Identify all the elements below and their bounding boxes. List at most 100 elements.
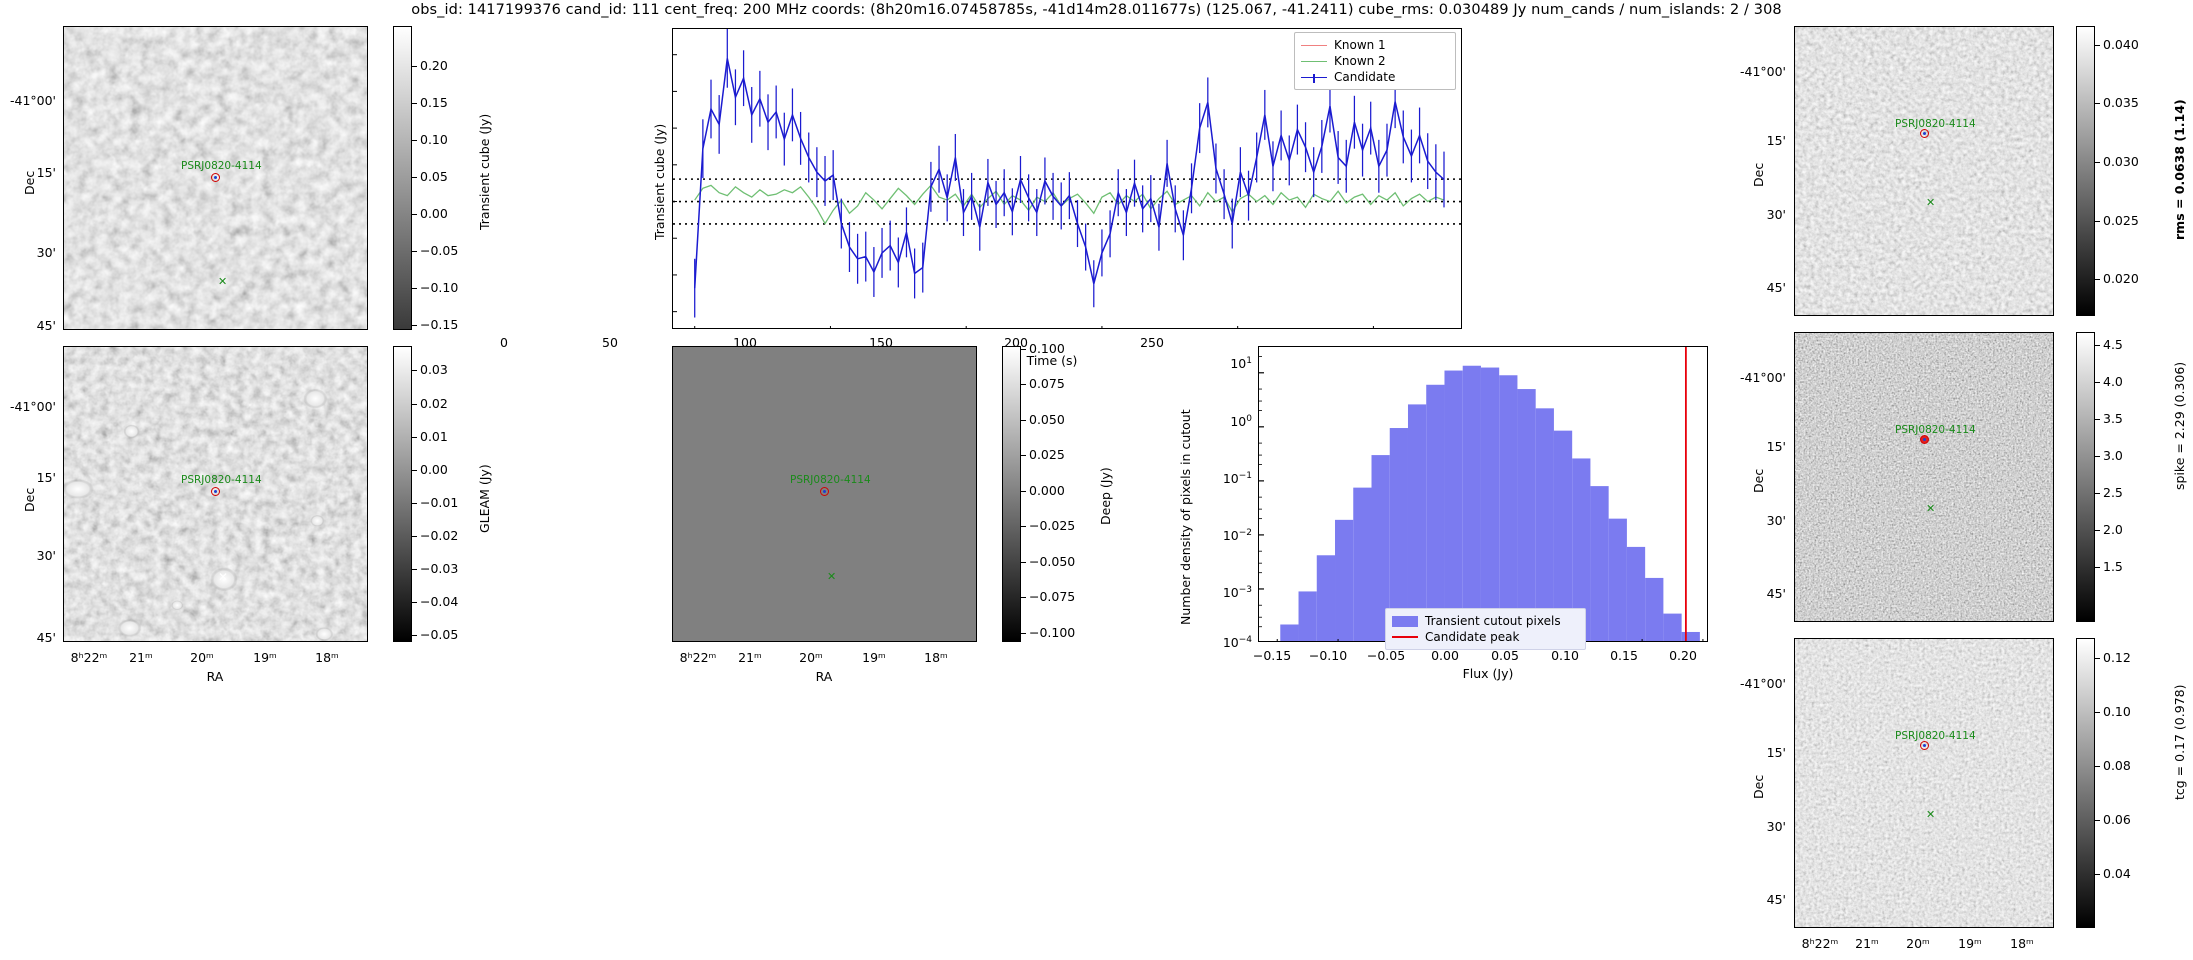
tcg-noise-image bbox=[1795, 639, 2053, 927]
spike-noise-image bbox=[1795, 333, 2053, 621]
cbtick-text: 0.050 bbox=[1029, 412, 1065, 427]
deep-xtick-0: 8ʰ22ᵐ bbox=[679, 650, 717, 665]
hist-xtick-0: −0.15 bbox=[1252, 648, 1292, 663]
hist-ytick-5: 10−4 bbox=[1222, 635, 1252, 651]
cbtick-text: −0.15 bbox=[420, 317, 459, 332]
lightcurve-xtick-0: 0 bbox=[500, 335, 508, 350]
transient-ytick-2: 30' bbox=[36, 245, 56, 260]
known-source-marker-deep: ✕ bbox=[827, 570, 837, 583]
candidate-marker-tcg[interactable] bbox=[1920, 741, 1929, 750]
spike-image-panel[interactable]: PSRJ0820-4114 ✕ bbox=[1794, 332, 2054, 622]
cbtick-text: 0.035 bbox=[2103, 95, 2139, 110]
legend-item-candidate-peak: Candidate peak bbox=[1392, 629, 1577, 645]
cbtick-text: 0.025 bbox=[2103, 213, 2139, 228]
cbtick-text: 3.0 bbox=[2103, 448, 2123, 463]
cbtick-text: 0.075 bbox=[1029, 376, 1065, 391]
source-label-deep: PSRJ0820-4114 bbox=[790, 474, 871, 486]
hist-xtick-2: −0.05 bbox=[1366, 648, 1406, 663]
candidate-marker-rms[interactable] bbox=[1920, 129, 1929, 138]
spike-colorbar bbox=[2076, 332, 2095, 622]
source-label-gleam: PSRJ0820-4114 bbox=[181, 474, 262, 486]
cbtick-text: 0.08 bbox=[2103, 758, 2131, 773]
tcg-image-panel[interactable]: PSRJ0820-4114 ✕ bbox=[1794, 638, 2054, 928]
deep-image-panel[interactable]: PSRJ0820-4114 ✕ bbox=[672, 346, 977, 642]
hist-ytick-4: 10−3 bbox=[1222, 585, 1252, 601]
candidate-marker-deep[interactable] bbox=[820, 487, 829, 496]
cbtick-text: 0.100 bbox=[1029, 341, 1065, 356]
rms-image-panel[interactable]: PSRJ0820-4114 ✕ bbox=[1794, 26, 2054, 316]
deep-xtick-2: 20ᵐ bbox=[799, 650, 823, 665]
cbtick-text: 0.06 bbox=[2103, 812, 2131, 827]
gleam-yaxis-label: Dec bbox=[22, 487, 37, 512]
candidate-marker-transient[interactable] bbox=[211, 173, 220, 182]
cbtick-text: −0.04 bbox=[420, 594, 459, 609]
legend-item-candidate: Candidate bbox=[1301, 69, 1447, 85]
spike-ytick-0: -41°00' bbox=[1739, 370, 1786, 385]
rms-ytick-3: 45' bbox=[1766, 280, 1786, 295]
deep-xtick-1: 21ᵐ bbox=[738, 650, 762, 665]
tcg-ytick-2: 30' bbox=[1766, 819, 1786, 834]
transient-colorbar-label: Transient cube (Jy) bbox=[477, 113, 492, 230]
cbtick-text: 4.5 bbox=[2103, 337, 2123, 352]
hist-xtick-4: 0.05 bbox=[1491, 648, 1519, 663]
spike-ytick-2: 30' bbox=[1766, 513, 1786, 528]
gleam-colorbar bbox=[393, 346, 412, 642]
spike-ytick-3: 45' bbox=[1766, 586, 1786, 601]
lightcurve-xtick-5: 250 bbox=[1140, 335, 1164, 350]
cbtick-text: 0.10 bbox=[420, 132, 448, 147]
tcg-yaxis-label: Dec bbox=[1751, 774, 1766, 799]
gleam-colorbar-label: GLEAM (Jy) bbox=[477, 464, 492, 533]
gleam-xtick-0: 8ʰ22ᵐ bbox=[70, 650, 108, 665]
legend-item-cutout-pixels: Transient cutout pixels bbox=[1392, 613, 1577, 629]
legend-label: Known 1 bbox=[1334, 38, 1386, 52]
tcg-xtick-2: 20ᵐ bbox=[1906, 936, 1930, 951]
cbtick-text: 0.15 bbox=[420, 95, 448, 110]
source-label-tcg: PSRJ0820-4114 bbox=[1895, 730, 1976, 742]
hist-xtick-1: −0.10 bbox=[1308, 648, 1348, 663]
known1-line-swatch bbox=[1301, 44, 1327, 46]
tcg-xtick-3: 19ᵐ bbox=[1958, 936, 1982, 951]
cbtick-text: −0.10 bbox=[420, 280, 459, 295]
tcg-ytick-1: 15' bbox=[1766, 745, 1786, 760]
cbtick-text: −0.01 bbox=[420, 495, 459, 510]
deep-colorbar-label: Deep (Jy) bbox=[1098, 467, 1113, 525]
tcg-ytick-3: 45' bbox=[1766, 892, 1786, 907]
histogram-legend[interactable]: Transient cutout pixels Candidate peak bbox=[1385, 608, 1586, 650]
cbtick-text: 0.030 bbox=[2103, 154, 2139, 169]
rms-yaxis-label: Dec bbox=[1751, 162, 1766, 187]
cbtick-text: 0.040 bbox=[2103, 37, 2139, 52]
cbtick-text: −0.05 bbox=[420, 243, 459, 258]
candidate-marker-gleam[interactable] bbox=[211, 487, 220, 496]
candidate-errorbar-swatch bbox=[1301, 73, 1327, 83]
spike-yaxis-label: Dec bbox=[1751, 468, 1766, 493]
candidate-marker-spike[interactable] bbox=[1920, 435, 1929, 444]
spike-colorbar-label: spike = 2.29 (0.306) bbox=[2172, 361, 2187, 490]
lightcurve-legend[interactable]: Known 1 Known 2 Candidate bbox=[1294, 32, 1456, 90]
gleam-xaxis-label: RA bbox=[206, 669, 224, 684]
tcg-colorbar bbox=[2076, 638, 2095, 928]
deep-xtick-3: 19ᵐ bbox=[862, 650, 886, 665]
figure-title: obs_id: 1417199376 cand_id: 111 cent_fre… bbox=[411, 2, 1782, 18]
cbtick-text: −0.05 bbox=[420, 627, 459, 642]
tcg-colorbar-label: tcg = 0.17 (0.978) bbox=[2172, 684, 2187, 800]
gleam-xtick-4: 18ᵐ bbox=[315, 650, 339, 665]
gleam-xtick-3: 19ᵐ bbox=[253, 650, 277, 665]
hist-ytick-2: 10−1 bbox=[1222, 471, 1252, 487]
flux-histogram-plot[interactable] bbox=[1258, 346, 1708, 642]
cbtick-text: 1.5 bbox=[2103, 559, 2123, 574]
legend-label: Known 2 bbox=[1334, 54, 1386, 68]
known2-line-swatch bbox=[1301, 60, 1327, 62]
cbtick-text: −0.025 bbox=[1029, 518, 1076, 533]
cbtick-text: 0.00 bbox=[420, 462, 448, 477]
cutout-pixels-swatch bbox=[1392, 615, 1418, 627]
transient-cube-image-panel[interactable]: PSRJ0820-4114 ✕ bbox=[63, 26, 368, 330]
tcg-xtick-1: 21ᵐ bbox=[1855, 936, 1879, 951]
known-source-marker-rms: ✕ bbox=[1926, 196, 1936, 209]
cbtick-text: 0.000 bbox=[1029, 483, 1065, 498]
gleam-image-panel[interactable]: PSRJ0820-4114 ✕ bbox=[63, 346, 368, 642]
lightcurve-xtick-1: 50 bbox=[602, 335, 618, 350]
legend-label: Candidate peak bbox=[1425, 630, 1520, 644]
hist-ytick-0: 101 bbox=[1230, 356, 1252, 372]
cbtick-text: −0.075 bbox=[1029, 589, 1076, 604]
gleam-ytick-3: 45' bbox=[36, 630, 56, 645]
